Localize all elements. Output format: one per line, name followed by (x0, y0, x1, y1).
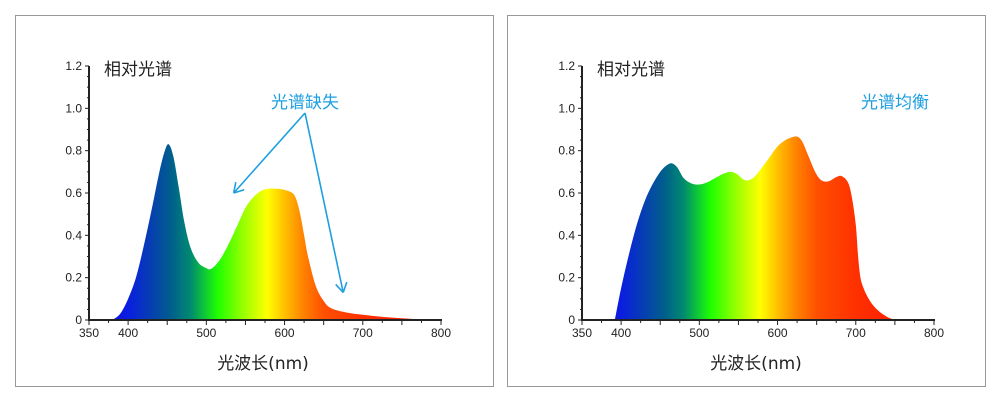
y-tick-label: 1.2 (65, 59, 82, 73)
y-tick-label: 0.2 (65, 271, 82, 285)
x-tick-label: 350 (79, 326, 99, 340)
y-tick-label: 1.0 (65, 101, 82, 115)
arrow-head (233, 188, 245, 194)
arrow-head (232, 182, 237, 194)
x-tick-label: 400 (118, 326, 138, 340)
y-tick-label: 1.0 (558, 101, 575, 115)
x-tick-label: 700 (353, 326, 373, 340)
y-tick-label: 0.8 (65, 144, 82, 158)
y-tick-label: 0.6 (558, 186, 575, 200)
spectrum-area (112, 144, 441, 320)
annotation-arrow (304, 112, 345, 293)
y-tick-label: 1.2 (558, 59, 575, 73)
y-tick-label: 0 (568, 313, 575, 327)
y-tick-label: 0.4 (65, 228, 82, 242)
y-tick-label: 0 (75, 313, 82, 327)
x-axis-label: 光波长(nm) (217, 354, 309, 374)
x-tick-label: 500 (196, 326, 216, 340)
x-axis-label: 光波长(nm) (710, 354, 802, 374)
y-tick-label: 0.8 (558, 144, 575, 158)
arrow-head (342, 281, 348, 293)
x-tick-label: 600 (275, 326, 295, 340)
y-tick-label: 0.4 (558, 228, 575, 242)
x-tick-label: 500 (689, 326, 709, 340)
x-tick-label: 800 (431, 326, 451, 340)
arrow-head (335, 283, 344, 294)
annotation-arrow (233, 112, 306, 194)
spectrum-area (614, 136, 895, 320)
chart-title: 相对光谱 (104, 60, 172, 80)
chart-title: 相对光谱 (597, 60, 665, 80)
chart-panel-2: 0 0.2 0.4 0.6 0.8 1.0 1.2 350 400 500 600 700 800 相对光… (507, 15, 986, 387)
x-tick-label: 700 (846, 326, 866, 340)
y-tick-label: 0.2 (558, 271, 575, 285)
chart-panel-1: 0 0.2 0.4 0.6 0.8 1.0 1.2 350 400 500 600 700 800 相对光… (15, 15, 494, 387)
annotation-label: 光谱均衡 (861, 93, 929, 113)
x-tick-label: 800 (924, 326, 944, 340)
x-tick-label: 400 (611, 326, 631, 340)
annotation-label: 光谱缺失 (271, 93, 339, 113)
y-tick-label: 0.6 (65, 186, 82, 200)
x-tick-label: 350 (572, 326, 592, 340)
x-tick-label: 600 (768, 326, 788, 340)
